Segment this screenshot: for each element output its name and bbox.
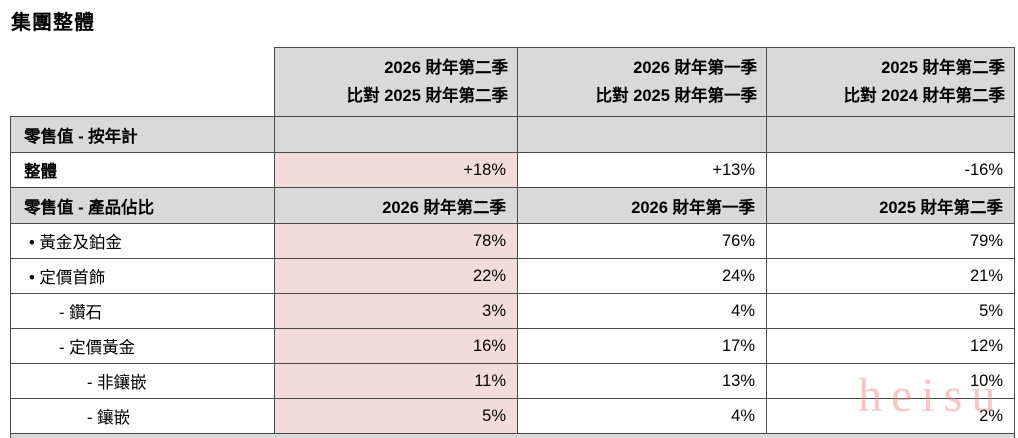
- subheader-period: 2026 財年第一季: [518, 188, 767, 224]
- cell-value: 76%: [518, 224, 767, 259]
- section-row-retail-value-product-mix: 零售值 - 產品佔比 2026 財年第二季 2026 財年第一季 2025 財年…: [11, 188, 1015, 224]
- next-section-clipped-strip: [11, 434, 1015, 438]
- subheader-period: 2026 財年第二季: [275, 188, 518, 224]
- header-period-label: 2026 財年第一季: [518, 54, 757, 82]
- empty-cell: [518, 117, 767, 153]
- row-label: • 定價首飾: [11, 259, 275, 294]
- table-header-row: 2026 財年第二季 比對 2025 財年第二季 2026 財年第一季 比對 2…: [11, 48, 1015, 117]
- header-col-q2fy25: 2025 財年第二季 比對 2024 財年第二季: [767, 48, 1015, 117]
- header-comparison-label: 比對 2025 財年第一季: [518, 82, 757, 110]
- page-title: 集團整體: [11, 6, 95, 35]
- row-label: - 非鑲嵌: [11, 364, 275, 399]
- cell-value: 21%: [767, 259, 1015, 294]
- header-col-q2fy26: 2026 財年第二季 比對 2025 財年第二季: [275, 48, 518, 117]
- section-row-retail-value-yoy: 零售值 - 按年計: [11, 117, 1015, 153]
- header-col-q1fy26: 2026 財年第一季 比對 2025 財年第一季: [518, 48, 767, 117]
- group-summary-table: 2026 財年第二季 比對 2025 財年第二季 2026 財年第一季 比對 2…: [10, 47, 1015, 438]
- cell-value: 12%: [767, 329, 1015, 364]
- cell-value: 10%: [767, 364, 1015, 399]
- table-row-gem-set: - 鑲嵌 5% 4% 2%: [11, 399, 1015, 434]
- clipped-gray-bar: [11, 434, 1015, 438]
- cell-value: -16%: [767, 153, 1015, 188]
- cell-value: 79%: [767, 224, 1015, 259]
- cell-value: 4%: [518, 294, 767, 329]
- table-row-fixed-price-gold: - 定價黃金 16% 17% 12%: [11, 329, 1015, 364]
- cell-value: 5%: [767, 294, 1015, 329]
- header-comparison-label: 比對 2024 財年第二季: [767, 82, 1005, 110]
- cell-value: 78%: [275, 224, 518, 259]
- row-label: - 定價黃金: [11, 329, 275, 364]
- empty-cell: [275, 117, 518, 153]
- header-period-label: 2026 財年第二季: [275, 54, 508, 82]
- header-period-label: 2025 財年第二季: [767, 54, 1005, 82]
- cell-value: 17%: [518, 329, 767, 364]
- cell-value: 24%: [518, 259, 767, 294]
- table-row-non-gem-set: - 非鑲嵌 11% 13% 10%: [11, 364, 1015, 399]
- row-label: - 鑽石: [11, 294, 275, 329]
- cell-value: 16%: [275, 329, 518, 364]
- cell-value: +18%: [275, 153, 518, 188]
- table-row-overall: 整體 +18% +13% -16%: [11, 153, 1015, 188]
- subheader-period: 2025 財年第二季: [767, 188, 1015, 224]
- section-label: 零售值 - 產品佔比: [11, 188, 275, 224]
- table-row-diamond: - 鑽石 3% 4% 5%: [11, 294, 1015, 329]
- row-label: • 黃金及鉑金: [11, 224, 275, 259]
- section-label: 零售值 - 按年計: [11, 117, 275, 153]
- row-label: - 鑲嵌: [11, 399, 275, 434]
- table-row-fixed-price-jewellery: • 定價首飾 22% 24% 21%: [11, 259, 1015, 294]
- cell-value: 11%: [275, 364, 518, 399]
- header-spacer-cell: [11, 48, 275, 117]
- row-label: 整體: [11, 153, 275, 188]
- empty-cell: [767, 117, 1015, 153]
- header-comparison-label: 比對 2025 財年第二季: [275, 82, 508, 110]
- cell-value: +13%: [518, 153, 767, 188]
- cell-value: 4%: [518, 399, 767, 434]
- cell-value: 22%: [275, 259, 518, 294]
- cell-value: 13%: [518, 364, 767, 399]
- cell-value: 3%: [275, 294, 518, 329]
- cell-value: 5%: [275, 399, 518, 434]
- cell-value: 2%: [767, 399, 1015, 434]
- table-row-gold-platinum: • 黃金及鉑金 78% 76% 79%: [11, 224, 1015, 259]
